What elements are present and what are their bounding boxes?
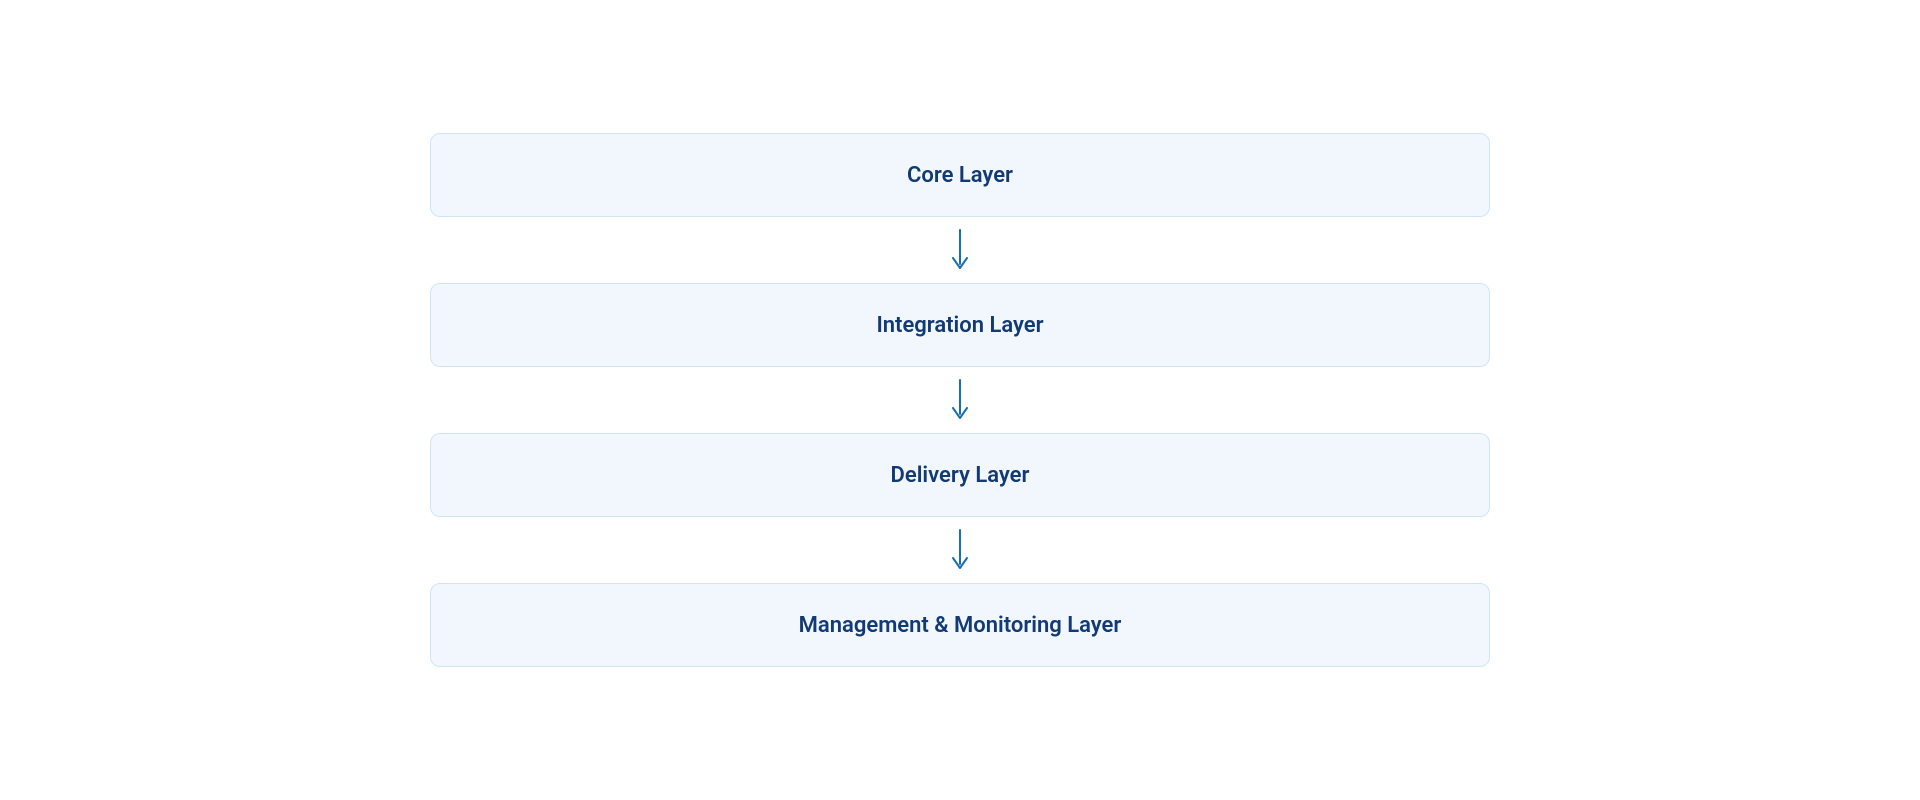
layer-label: Core Layer [907,163,1013,188]
layer-label: Management & Monitoring Layer [799,613,1122,638]
layer-label: Integration Layer [876,313,1043,338]
arrow-down-icon [950,217,970,283]
layer-node-management: Management & Monitoring Layer [430,583,1490,667]
layer-node-core: Core Layer [430,133,1490,217]
layer-node-delivery: Delivery Layer [430,433,1490,517]
arrow-down-icon [950,517,970,583]
layer-node-integration: Integration Layer [430,283,1490,367]
arrow-down-icon [950,367,970,433]
layer-label: Delivery Layer [891,463,1030,488]
layer-flow-diagram: Core Layer Integration Layer Delivery La… [0,133,1920,667]
